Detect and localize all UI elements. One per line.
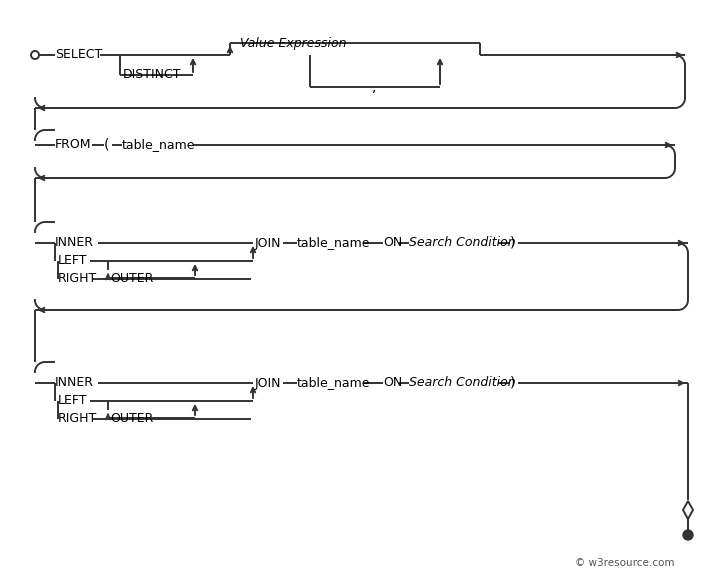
- Text: table_name: table_name: [297, 377, 370, 389]
- Text: ): ): [510, 376, 515, 390]
- Text: INNER: INNER: [55, 377, 94, 389]
- Text: table_name: table_name: [297, 237, 370, 249]
- Circle shape: [683, 530, 693, 540]
- Text: ON: ON: [383, 237, 402, 249]
- Text: (: (: [104, 138, 109, 152]
- Text: LEFT: LEFT: [58, 395, 88, 407]
- Text: OUTER: OUTER: [110, 411, 154, 425]
- Text: Search Condition: Search Condition: [409, 237, 515, 249]
- Text: table_name: table_name: [122, 138, 196, 151]
- Text: Search Condition: Search Condition: [409, 377, 515, 389]
- Text: © w3resource.com: © w3resource.com: [575, 558, 674, 568]
- Text: FROM: FROM: [55, 138, 91, 151]
- Text: INNER: INNER: [55, 237, 94, 249]
- Text: Value Expression: Value Expression: [240, 36, 347, 50]
- Text: ON: ON: [383, 377, 402, 389]
- Text: RIGHT: RIGHT: [58, 412, 97, 426]
- Text: LEFT: LEFT: [58, 255, 88, 267]
- Text: JOIN: JOIN: [255, 377, 281, 389]
- Text: JOIN: JOIN: [255, 237, 281, 249]
- Text: OUTER: OUTER: [110, 271, 154, 285]
- Text: ,: ,: [372, 80, 376, 94]
- Text: DISTINCT: DISTINCT: [123, 69, 181, 81]
- Text: SELECT: SELECT: [55, 48, 102, 62]
- Text: RIGHT: RIGHT: [58, 272, 97, 286]
- Text: ): ): [510, 236, 515, 250]
